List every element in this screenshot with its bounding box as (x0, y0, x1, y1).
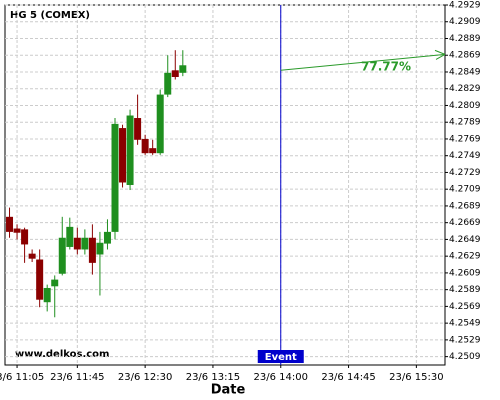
y-tick-label: 4.2549 (449, 319, 481, 329)
candle-body (111, 123, 119, 232)
x-tick-label: 23/6 14:45 (321, 372, 375, 383)
x-tick-label: 23/6 14:00 (254, 372, 308, 383)
probability-label: 77.77% (361, 60, 411, 74)
candle-body (66, 226, 74, 247)
y-tick-label: 4.2649 (449, 235, 481, 245)
y-tick-label: 4.2589 (449, 285, 481, 295)
candle-body (164, 72, 172, 95)
candle-body (43, 287, 51, 303)
y-tick-label: 4.2809 (449, 101, 481, 111)
x-tick-label: 23/6 13:15 (186, 372, 240, 383)
candle-body (156, 94, 164, 154)
candle-body (81, 237, 89, 250)
candle-body (21, 229, 29, 245)
y-tick-label: 4.2929 (449, 1, 481, 11)
candle-body (51, 279, 59, 287)
candle-body (141, 138, 149, 154)
candle-body (28, 253, 36, 259)
y-tick-label: 4.2729 (449, 168, 481, 178)
y-tick-label: 4.2869 (449, 51, 481, 61)
x-tick-label: 23/6 15:30 (389, 372, 443, 383)
x-tick-label: 23/6 12:30 (118, 372, 172, 383)
event-label: Event (265, 352, 297, 363)
candle-body (119, 128, 127, 183)
y-tick-label: 4.2689 (449, 201, 481, 211)
event-label-box (257, 350, 304, 363)
y-tick-label: 4.2889 (449, 34, 481, 44)
source-label: www.delkos.com (15, 349, 109, 360)
x-axis-label: Date (211, 383, 246, 398)
candle-body (88, 237, 96, 263)
x-tick-label: 23/6 11:45 (50, 372, 104, 383)
y-tick-label: 4.2849 (449, 67, 481, 77)
chart-title: HG 5 (COMEX) (10, 10, 90, 21)
y-tick-label: 4.2569 (449, 302, 481, 312)
candle-body (134, 118, 142, 140)
y-tick-label: 4.2829 (449, 84, 481, 94)
candle-body (126, 115, 134, 185)
y-tick-label: 4.2609 (449, 268, 481, 278)
candle-body (96, 242, 104, 255)
candle-body (36, 259, 44, 300)
y-tick-label: 4.2749 (449, 151, 481, 161)
y-tick-label: 4.2629 (449, 252, 481, 262)
candle-body (149, 148, 157, 154)
candle-body (6, 216, 14, 232)
forecast-arrow (280, 53, 446, 71)
candle-body (179, 65, 187, 73)
candle-body (13, 228, 21, 233)
y-tick-label: 4.2789 (449, 118, 481, 128)
y-tick-label: 4.2709 (449, 185, 481, 195)
candle-body (58, 237, 66, 274)
plot-area (4, 4, 446, 366)
y-tick-label: 4.2669 (449, 218, 481, 228)
x-tick-label: 23/6 11:05 (0, 372, 44, 383)
candle-body (171, 70, 179, 77)
y-tick-label: 4.2529 (449, 335, 481, 345)
y-tick-label: 4.2769 (449, 134, 481, 144)
arrow-head (434, 49, 446, 60)
candle-body (73, 237, 81, 250)
y-tick-label: 4.2509 (449, 352, 481, 362)
y-tick-label: 4.2909 (449, 17, 481, 27)
candle-body (103, 231, 111, 244)
